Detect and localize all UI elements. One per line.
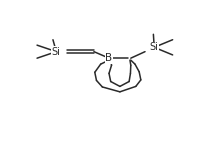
- Text: B: B: [105, 53, 113, 63]
- Text: Si: Si: [52, 47, 61, 57]
- Text: Si: Si: [150, 42, 159, 52]
